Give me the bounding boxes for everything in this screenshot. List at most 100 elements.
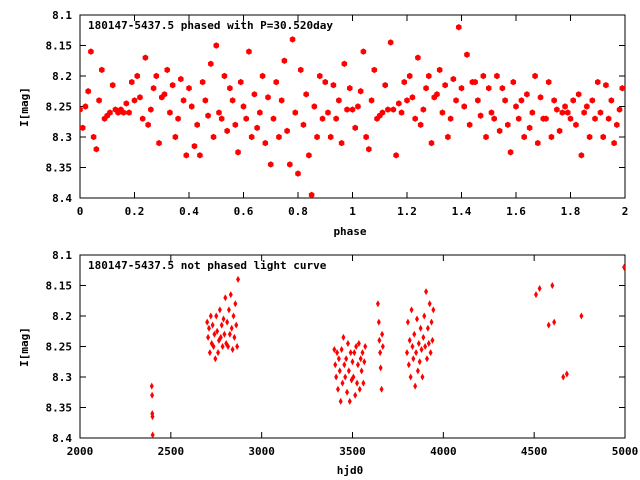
unphased-data-point [362,358,367,366]
phased-data-point [545,78,552,86]
phased-data-point [109,81,116,89]
phased-data-point [458,85,465,92]
unphased-data-point [552,318,557,326]
phased-data-point [453,97,459,104]
phased-plot-title: 180147-5437.5 phased with P=30.520day [88,19,333,32]
phased-data-point [344,106,350,113]
phased-data-point [586,133,593,141]
phased-data-point [594,78,601,86]
phased-data-point [311,103,318,110]
unphased-data-point [150,413,155,421]
phased-data-point [142,54,149,61]
phased-data-point [573,121,579,128]
unphased-data-point [425,324,430,332]
phased-data-point [600,133,606,141]
phased-data-point [208,60,214,67]
unphased-data-point [427,300,432,308]
phased-data-point [123,100,130,107]
unphased-data-point [205,318,210,326]
phased-data-point [387,39,394,46]
phased-data-point [472,78,478,86]
unphased-data-point [214,312,219,320]
unphased-data-point [424,355,429,363]
phased-data-point [278,97,285,104]
phased-data-point [592,115,598,122]
phased-data-point [616,106,623,113]
unphased-data-point [378,364,383,372]
phased-data-point [570,97,576,104]
phased-xtick-label: 0.6 [234,205,254,218]
unphased-data-point [360,349,365,357]
phased-data-point [575,91,582,98]
unphased-data-point [533,291,538,299]
phased-data-point [80,124,86,132]
phased-data-point [349,106,356,113]
phased-ytick-label: 8.4 [52,192,72,205]
phased-data-point [259,72,266,80]
phased-data-point [287,161,293,168]
unphased-data-point [352,349,357,357]
unphased-data-point [412,330,417,338]
unphased-xtick-label: 3500 [339,445,366,458]
phased-data-point [396,100,402,107]
phased-data-point [477,112,484,119]
phased-data-point [210,133,217,141]
phased-data-point [229,97,236,104]
phased-data-point [513,103,519,110]
unphased-data-point [411,355,416,363]
unphased-ytick-label: 8.1 [52,249,72,262]
phased-data-point [535,139,541,147]
phased-data-point [243,115,249,122]
phased-data-point [175,115,181,122]
phased-data-point [347,85,353,92]
unphased-data-point [409,306,414,314]
unphased-data-point [408,373,413,381]
unphased-data-point [333,361,338,369]
phased-data-point [265,94,271,101]
phased-data-point [357,88,364,95]
unphased-data-point [206,333,211,341]
unphased-data-point [359,367,364,375]
phased-data-point [308,191,315,198]
unphased-data-point [227,330,232,338]
phased-data-point [436,66,443,74]
phased-data-point [188,103,195,110]
unphased-data-point [564,370,569,378]
phased-data-point [139,115,146,122]
unphased-data-point [358,355,363,363]
phased-data-point [99,66,105,74]
phased-ytick-label: 8.25 [46,101,73,114]
phased-data-point [515,115,522,122]
phased-data-point [120,109,127,116]
phased-data-point [306,152,312,159]
phased-data-point [218,115,225,122]
unphased-data-point [336,355,341,363]
unphased-data-point [215,327,220,335]
phased-data-point [439,109,446,116]
unphased-data-point [414,315,419,323]
unphased-data-point [334,373,339,381]
unphased-data-point [423,343,428,350]
phased-data-point [273,78,279,86]
phased-data-point [80,106,83,113]
phased-data-point [551,97,557,104]
unphased-data-point [354,343,359,350]
phased-data-point [584,103,590,110]
phased-data-point [191,142,198,150]
phased-data-point [251,91,258,98]
phased-data-point [153,72,160,80]
phased-data-point [178,75,184,83]
unphased-data-point [149,382,154,390]
phased-data-point [488,109,495,116]
phased-data-point [491,115,497,122]
phased-data-point [507,149,514,156]
phased-data-point [510,78,517,86]
phased-data-point [322,78,329,86]
phased-xtick-label: 0.8 [288,205,308,218]
phased-data-point [518,97,525,104]
unphased-data-point [420,373,425,381]
phased-data-point [581,109,587,116]
phased-data-point [164,66,170,74]
unphased-data-point [350,358,355,366]
phased-data-point [556,127,563,135]
